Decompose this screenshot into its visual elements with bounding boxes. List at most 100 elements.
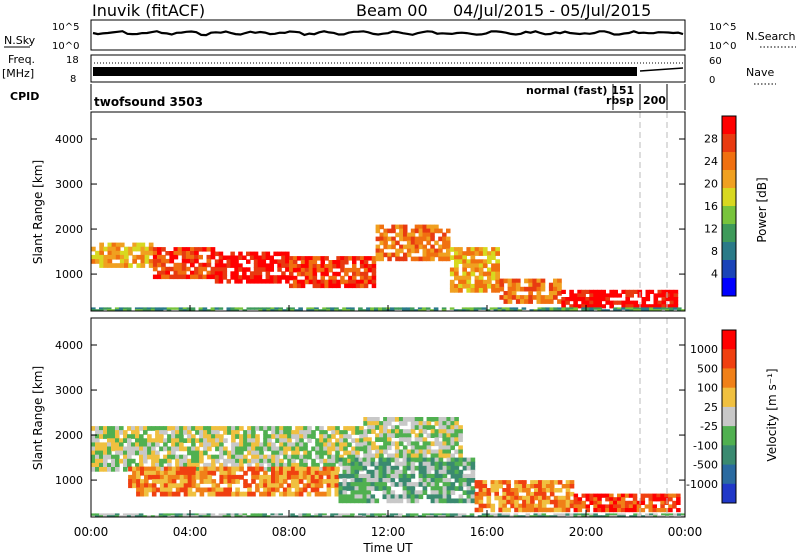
velocity-panel-cell xyxy=(178,515,184,517)
power-panel-cell xyxy=(430,248,435,254)
power-panel-cell xyxy=(422,232,427,238)
velocity-panel-cell xyxy=(374,461,380,467)
velocity-panel-cell xyxy=(323,462,328,468)
power-panel-colorbar-swatch xyxy=(722,242,736,261)
velocity-panel-cell xyxy=(242,513,248,516)
velocity-panel-cell xyxy=(111,442,116,448)
velocity-panel-cell xyxy=(526,488,531,493)
power-panel-cell xyxy=(593,297,598,302)
velocity-panel-cell xyxy=(183,474,189,480)
velocity-panel-cell xyxy=(243,458,248,464)
velocity-panel-cell xyxy=(351,446,356,452)
velocity-panel-cell xyxy=(175,466,181,472)
power-panel-cell xyxy=(91,254,96,260)
power-panel-cell xyxy=(246,307,252,310)
velocity-panel-cell xyxy=(163,426,168,431)
velocity-panel-cell xyxy=(410,473,416,479)
power-panel-cell xyxy=(466,283,472,289)
velocity-panel-cell xyxy=(350,469,356,475)
power-panel-cell xyxy=(536,278,542,284)
power-panel-cell xyxy=(395,252,400,258)
velocity-panel-cell xyxy=(620,500,626,505)
velocity-panel-cell xyxy=(383,445,388,451)
power-panel-cell xyxy=(289,264,294,269)
power-panel-cell xyxy=(491,247,496,252)
velocity-panel-cell xyxy=(422,478,428,483)
power-panel-cell xyxy=(281,259,286,264)
velocity-panel-cell xyxy=(279,462,284,468)
velocity-panel-cell xyxy=(617,504,622,509)
power-panel-cell xyxy=(549,309,555,311)
velocity-panel-cell xyxy=(350,482,356,487)
velocity-panel-cell xyxy=(434,421,440,426)
velocity-panel-cell xyxy=(127,442,132,448)
velocity-panel-cell xyxy=(171,454,176,460)
velocity-panel-cell xyxy=(151,479,157,484)
velocity-panel-colorbar-swatch xyxy=(722,483,736,504)
velocity-panel-cell xyxy=(581,500,586,505)
velocity-panel-cell xyxy=(362,490,368,495)
velocity-panel-cell xyxy=(136,483,141,489)
power-panel-cell xyxy=(344,279,349,285)
velocity-panel-cell xyxy=(502,488,507,493)
velocity-panel-cell xyxy=(565,503,571,509)
velocity-panel-cell xyxy=(198,513,204,516)
velocity-panel-cell xyxy=(287,462,292,468)
velocity-panel-cell xyxy=(541,488,547,493)
power-panel-cell xyxy=(285,251,290,257)
velocity-panel-cell xyxy=(295,426,300,431)
velocity-panel-cell xyxy=(203,487,209,493)
velocity-panel-cell xyxy=(187,491,193,497)
velocity-panel-cell xyxy=(323,430,328,435)
velocity-panel-cell xyxy=(494,491,499,497)
velocity-panel-cell xyxy=(238,515,244,517)
power-panel-cell xyxy=(410,232,416,238)
power-panel-cell xyxy=(328,260,333,265)
velocity-panel-cell xyxy=(127,458,132,464)
x-tick-label: 00:00 xyxy=(668,525,703,539)
power-panel-cell xyxy=(446,240,451,246)
velocity-panel-cell xyxy=(123,462,128,468)
velocity-panel-cell xyxy=(126,513,132,516)
velocity-panel-cell xyxy=(613,515,618,517)
power-panel-cell xyxy=(414,244,420,250)
velocity-panel-cell xyxy=(175,438,180,443)
velocity-panel-cell xyxy=(271,491,276,497)
power-panel-cell xyxy=(214,267,220,272)
power-panel-cell xyxy=(218,271,224,276)
power-panel-cell xyxy=(605,297,610,302)
velocity-panel-cell xyxy=(326,470,332,476)
velocity-panel-cell xyxy=(494,488,499,493)
power-panel-cell xyxy=(326,307,331,310)
power-panel-cell xyxy=(536,291,542,296)
velocity-panel-cell xyxy=(406,417,412,422)
velocity-panel-cell xyxy=(537,513,543,516)
velocity-panel-cell xyxy=(207,462,212,468)
velocity-panel-cell xyxy=(434,437,440,442)
velocity-panel-cell xyxy=(303,450,308,456)
velocity-panel-cell xyxy=(234,513,240,516)
velocity-panel-cell xyxy=(446,486,452,491)
velocity-panel-cell xyxy=(167,426,172,431)
power-panel-cell xyxy=(292,283,298,289)
power-panel-cell xyxy=(328,275,333,281)
power-panel-cell xyxy=(449,288,455,293)
velocity-panel-cell xyxy=(279,434,284,439)
power-panel-cell xyxy=(194,274,199,280)
power-panel-cell xyxy=(250,307,256,310)
velocity-panel-cell xyxy=(522,503,527,509)
velocity-panel-cell xyxy=(402,478,408,483)
velocity-panel-y-tick-label: 4000 xyxy=(55,339,83,352)
velocity-panel-cell xyxy=(175,470,181,476)
velocity-panel-cell xyxy=(134,513,140,516)
velocity-panel-cell xyxy=(342,513,347,516)
velocity-panel-cell xyxy=(502,503,507,509)
velocity-panel-cell xyxy=(283,434,288,439)
power-panel-cell xyxy=(501,307,507,310)
power-panel-cell xyxy=(569,304,574,309)
velocity-panel-cell xyxy=(358,513,363,516)
velocity-panel-cell xyxy=(530,499,535,505)
velocity-panel-cell xyxy=(270,513,275,516)
velocity-panel-cell xyxy=(335,450,340,456)
power-panel-cell xyxy=(320,256,325,261)
